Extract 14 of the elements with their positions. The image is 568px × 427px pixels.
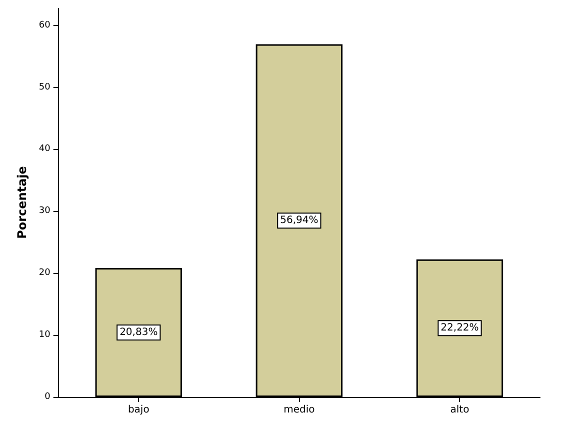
- data-label: 56,94%: [280, 215, 318, 226]
- y-axis-title: Porcentaje: [15, 166, 29, 239]
- x-tick-label: bajo: [128, 404, 150, 416]
- x-tick-label: alto: [450, 404, 470, 416]
- y-tick-label: 60: [38, 20, 51, 30]
- y-tick-label: 0: [44, 392, 51, 402]
- y-tick-label: 10: [38, 330, 51, 340]
- y-tick-label: 50: [38, 82, 51, 92]
- y-tick-label: 20: [38, 268, 51, 278]
- data-label: 20,83%: [120, 326, 158, 338]
- data-label: 22,22%: [440, 322, 479, 334]
- y-tick-label: 30: [38, 206, 51, 216]
- y-tick-label: 40: [38, 144, 51, 154]
- x-tick-label: medio: [284, 404, 315, 416]
